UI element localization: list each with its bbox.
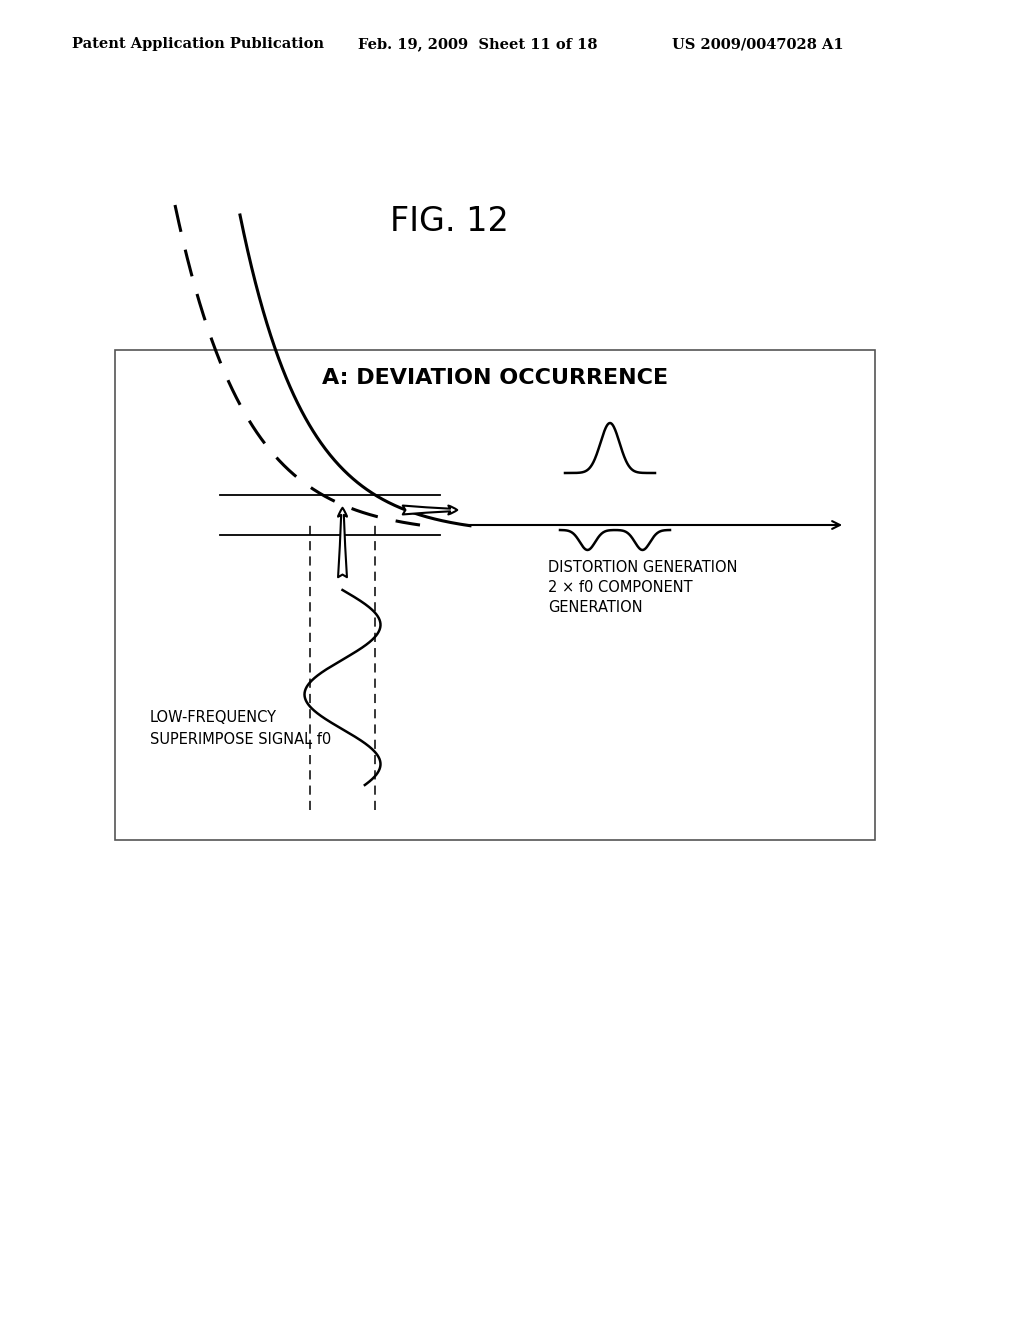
- Text: A: DEVIATION OCCURRENCE: A: DEVIATION OCCURRENCE: [322, 368, 668, 388]
- Text: Feb. 19, 2009  Sheet 11 of 18: Feb. 19, 2009 Sheet 11 of 18: [358, 37, 597, 51]
- Text: FIG. 12: FIG. 12: [390, 205, 509, 238]
- Text: Patent Application Publication: Patent Application Publication: [72, 37, 324, 51]
- Bar: [115, 350, 874, 840]
- Text: DISTORTION GENERATION: DISTORTION GENERATION: [548, 560, 737, 576]
- Text: GENERATION: GENERATION: [548, 601, 643, 615]
- Text: SUPERIMPOSE SIGNAL f0: SUPERIMPOSE SIGNAL f0: [150, 733, 331, 747]
- Text: LOW-FREQUENCY: LOW-FREQUENCY: [150, 710, 278, 725]
- Text: 2 × f0 COMPONENT: 2 × f0 COMPONENT: [548, 579, 692, 595]
- Text: US 2009/0047028 A1: US 2009/0047028 A1: [672, 37, 844, 51]
